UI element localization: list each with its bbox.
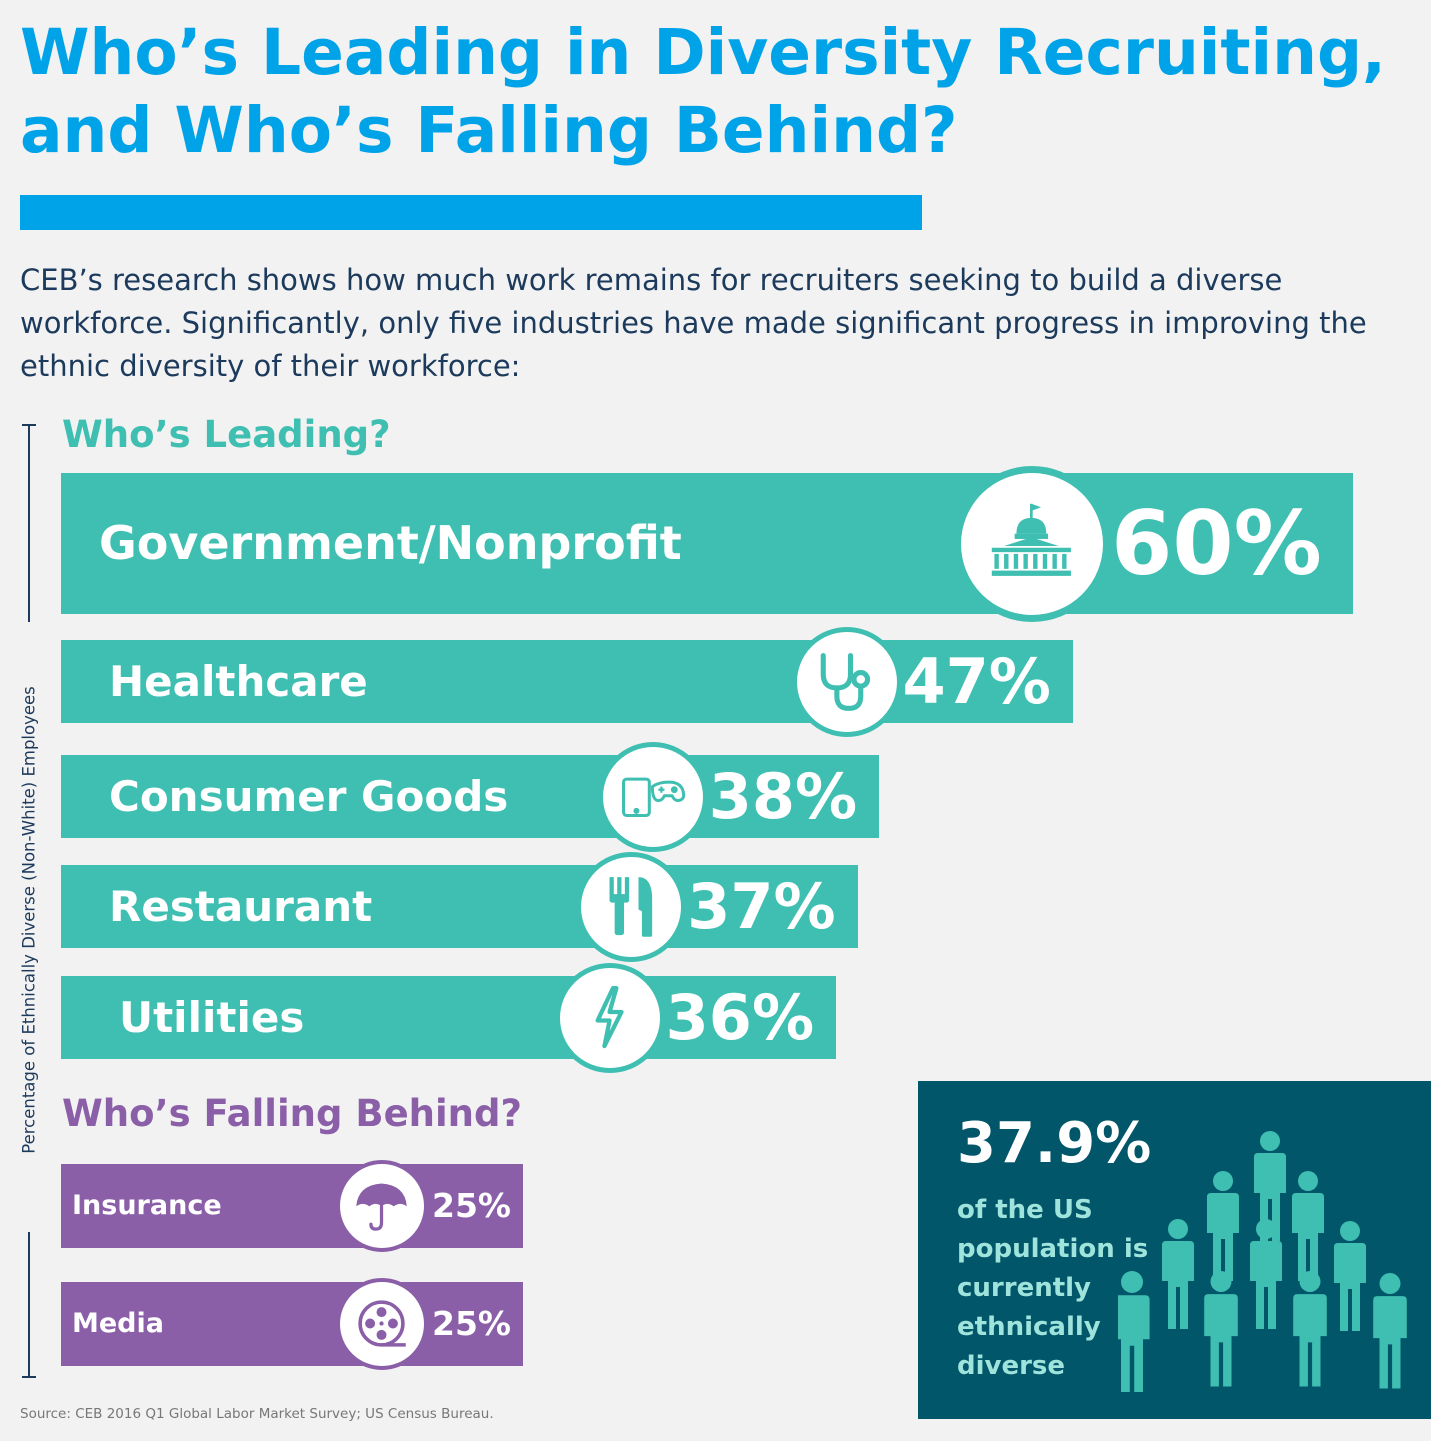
axis-line-upper xyxy=(28,424,30,622)
person-icon xyxy=(1118,1271,1150,1393)
capitol-building-icon xyxy=(953,465,1110,622)
population-stat-text: of the US population is currently ethnic… xyxy=(957,1195,1149,1381)
bar-label: Consumer Goods xyxy=(109,772,509,821)
bar-value-label: 60% xyxy=(1111,492,1322,595)
population-stat-value: 37.9% xyxy=(957,1111,1152,1176)
bar-media: Media 25% xyxy=(61,1278,523,1370)
leading-heading: Who’s Leading? xyxy=(62,413,391,456)
intro-paragraph: CEB’s research shows how much work remai… xyxy=(20,263,1367,383)
bar-label: Utilities xyxy=(119,993,305,1042)
lightning-bolt-icon xyxy=(554,962,665,1073)
person-icon xyxy=(1293,1271,1327,1387)
person-icon xyxy=(1250,1219,1282,1329)
bar-label: Media xyxy=(72,1308,164,1339)
falling-behind-heading: Who’s Falling Behind? xyxy=(62,1092,522,1135)
umbrella-icon xyxy=(335,1160,428,1252)
bar-government-nonprofit: Government/Nonprofit 60% xyxy=(61,465,1353,622)
axis-line-lower xyxy=(28,1232,30,1377)
person-icon xyxy=(1334,1221,1366,1331)
population-stat-box: 37.9% of the US population is currently … xyxy=(918,1081,1431,1419)
person-icon xyxy=(1162,1219,1194,1329)
axis-bottom-cap xyxy=(22,1376,36,1378)
fork-knife-icon xyxy=(576,851,687,962)
y-axis-label-text: Percentage of Ethnically Diverse (Non-Wh… xyxy=(19,686,39,1154)
bar-healthcare: Healthcare 47% xyxy=(61,626,1073,737)
film-reel-icon xyxy=(335,1278,428,1370)
bar-value-label: 38% xyxy=(708,760,858,833)
title-underline xyxy=(20,195,922,230)
person-icon xyxy=(1373,1273,1407,1389)
tablet-gamepad-icon xyxy=(597,741,708,852)
bar-restaurant: Restaurant 37% xyxy=(61,851,858,962)
bar-value-label: 25% xyxy=(432,1304,511,1343)
page-title: Who’s Leading in Diversity Recruiting, a… xyxy=(20,16,1386,167)
person-icon xyxy=(1207,1171,1239,1281)
bar-label: Insurance xyxy=(72,1190,222,1221)
stethoscope-icon xyxy=(791,626,902,737)
bar-consumer-goods: Consumer Goods 38% xyxy=(61,741,880,852)
people-group-icon xyxy=(1118,1131,1407,1393)
bar-label: Healthcare xyxy=(109,657,368,706)
bar-label: Restaurant xyxy=(109,882,373,931)
bar-value-label: 47% xyxy=(902,645,1051,718)
source-note: Source: CEB 2016 Q1 Global Labor Market … xyxy=(20,1406,494,1422)
bar-value-label: 37% xyxy=(687,870,836,943)
bar-insurance: Insurance 25% xyxy=(61,1160,523,1252)
person-icon xyxy=(1204,1271,1238,1387)
person-icon xyxy=(1292,1171,1324,1281)
person-icon xyxy=(1254,1131,1286,1241)
bar-value-label: 36% xyxy=(665,981,815,1054)
bar-utilities: Utilities 36% xyxy=(61,962,837,1073)
bar-value-label: 25% xyxy=(432,1186,511,1225)
bar-label: Government/Nonprofit xyxy=(99,516,682,570)
